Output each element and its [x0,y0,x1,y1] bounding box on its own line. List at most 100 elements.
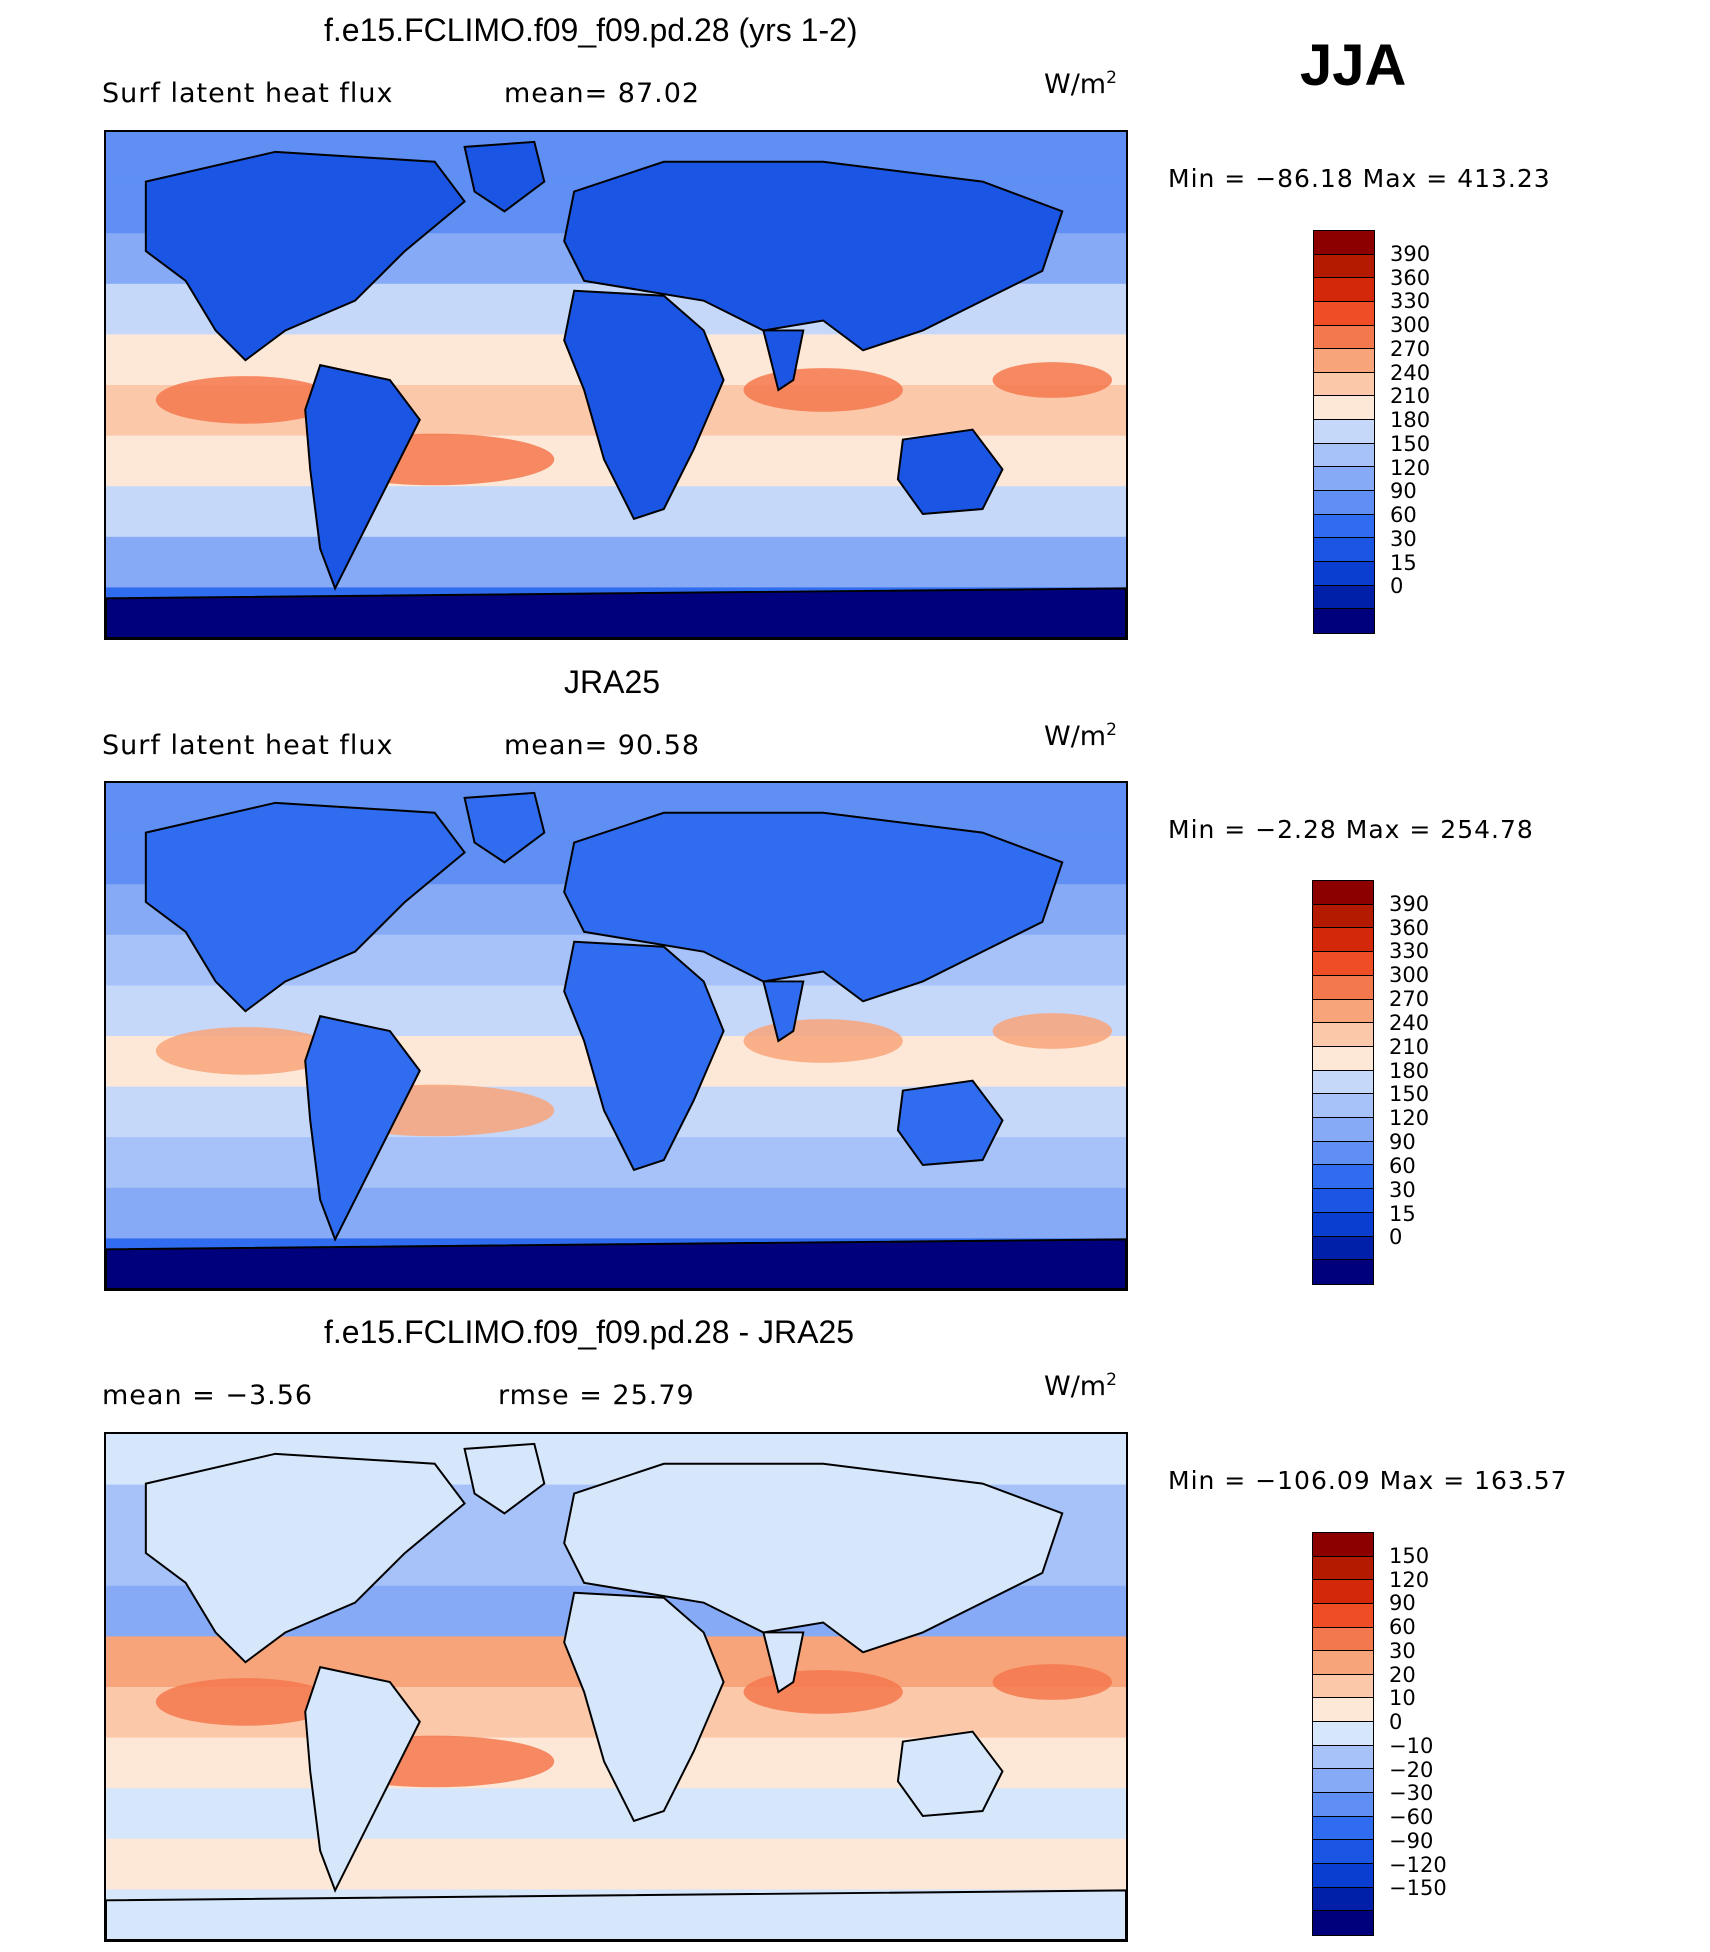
coastline-south-america [304,364,421,591]
colorbar-swatch [1313,1603,1373,1628]
colorbar-tick-label: 20 [1389,1662,1416,1687]
colorbar-tick-label: 15 [1390,550,1417,575]
colorbar-tick-label: −60 [1389,1805,1434,1830]
coastline-europe-asia [563,811,1064,1003]
colorbar-swatch [1314,325,1374,350]
colorbar-tick-label: 0 [1389,1710,1403,1735]
colorbar-tick-label: 210 [1389,1034,1430,1059]
colorbar-tick-label: 60 [1389,1615,1416,1640]
colorbar-swatch [1313,1580,1373,1604]
colorbar-swatch [1314,254,1374,279]
colorbar-labels: 150 120 90 60 30 20 10 0 −10 −20 −30 −60 −90 −120 −150 [1389,1532,1509,1936]
mean-label: mean = −3.56 [102,1380,314,1411]
coastline-north-america [144,150,466,362]
colorbar-swatch [1313,1094,1373,1119]
coastline-greenland [463,1442,546,1515]
colorbar [1312,1532,1374,1936]
minmax-label: Min = −2.28 Max = 254.78 [1168,815,1534,844]
flux-anomaly-region [743,368,903,412]
coastline-india [762,980,805,1043]
coastline-europe-asia [563,160,1064,352]
colorbar-swatch [1314,467,1374,492]
colorbar-swatch [1313,881,1373,905]
colorbar-tick-label: 330 [1389,939,1430,964]
colorbar-tick-label: 360 [1389,915,1430,940]
colorbar-tick-label: 300 [1389,963,1430,988]
flux-anomaly-region [743,1019,903,1063]
flux-anomaly-region [992,1013,1113,1049]
colorbar [1312,880,1374,1285]
colorbar-swatch [1314,278,1374,302]
colorbar-swatch [1313,1769,1373,1794]
colorbar-swatch [1313,975,1373,1000]
mean-label: mean= 90.58 [504,730,701,761]
colorbar-labels: 390 360 330 300 270 240 210 180 150 120 90 60 30 15 0 [1389,880,1509,1285]
colorbar-swatch [1313,1651,1373,1675]
colorbar-swatch [1314,514,1374,539]
colorbar-swatch [1313,1698,1373,1723]
coastline-antarctica [106,1238,1126,1289]
colorbar-swatch [1314,561,1374,586]
colorbar-swatch [1314,443,1374,468]
coastline-antarctica [106,1889,1126,1940]
colorbar-swatch [1313,1141,1373,1166]
colorbar-swatch [1313,1260,1373,1284]
colorbar-swatch [1314,349,1374,373]
coastline-australia [896,1730,1004,1818]
colorbar-swatch [1313,1533,1373,1557]
units-label: W/m2 [1044,720,1117,752]
colorbar-swatch [1313,1722,1373,1746]
colorbar-swatch [1314,396,1374,421]
coastline-greenland [463,791,546,864]
coastline-north-america [144,1452,466,1664]
colorbar-swatch [1313,1745,1373,1770]
colorbar-tick-label: 60 [1389,1153,1416,1178]
colorbar-swatch [1313,1556,1373,1581]
colorbar-swatch [1314,585,1374,610]
colorbar-tick-label: 10 [1389,1686,1416,1711]
colorbar-tick-label: 150 [1390,431,1431,456]
coastline-africa [563,940,725,1172]
colorbar-tick-label: 150 [1389,1543,1430,1568]
units-exponent: 2 [1106,1370,1117,1390]
colorbar-swatch [1313,1118,1373,1142]
units-text: W/m [1044,1371,1107,1402]
coastline-north-america [144,801,466,1013]
rmse-label: rmse = 25.79 [498,1380,695,1411]
colorbar-swatch [1314,372,1374,397]
minmax-label: Min = −86.18 Max = 413.23 [1168,164,1551,193]
colorbar-swatch [1313,1911,1373,1935]
ocean-band [106,1838,1126,1891]
map-panel[interactable] [104,1432,1128,1942]
colorbar-swatch [1313,1046,1373,1071]
map-panel[interactable] [104,130,1128,640]
units-label: W/m2 [1044,68,1117,100]
colorbar-swatch [1313,999,1373,1024]
panel-title: f.e15.FCLIMO.f09_f09.pd.28 - JRA25 [324,1314,855,1350]
colorbar-tick-label: 90 [1389,1130,1416,1155]
colorbar-tick-label: 120 [1389,1106,1430,1131]
coastline-south-america [304,1015,421,1242]
colorbar-tick-label: 90 [1390,479,1417,504]
map-svg [106,783,1126,1289]
coastline-africa [563,1591,725,1823]
colorbar-swatch [1313,1627,1373,1652]
flux-anomaly-region [743,1670,903,1714]
colorbar-swatch [1313,1189,1373,1213]
colorbar-tick-label: 240 [1389,1010,1430,1035]
colorbar-swatch [1313,1840,1373,1864]
variable-label: Surf latent heat flux [102,78,394,109]
coastline-antarctica [106,587,1126,638]
flux-anomaly-region [992,362,1113,398]
map-svg [106,1434,1126,1940]
colorbar-swatch [1314,301,1374,326]
map-panel[interactable] [104,781,1128,1291]
variable-label: Surf latent heat flux [102,730,394,761]
colorbar-tick-label: 390 [1389,891,1430,916]
colorbar-tick-label: 30 [1389,1177,1416,1202]
colorbar-swatch [1313,1887,1373,1912]
colorbar-tick-label: 360 [1390,265,1431,290]
colorbar-tick-label: 300 [1390,313,1431,338]
colorbar [1313,230,1375,634]
coastline-europe-asia [563,1462,1064,1654]
